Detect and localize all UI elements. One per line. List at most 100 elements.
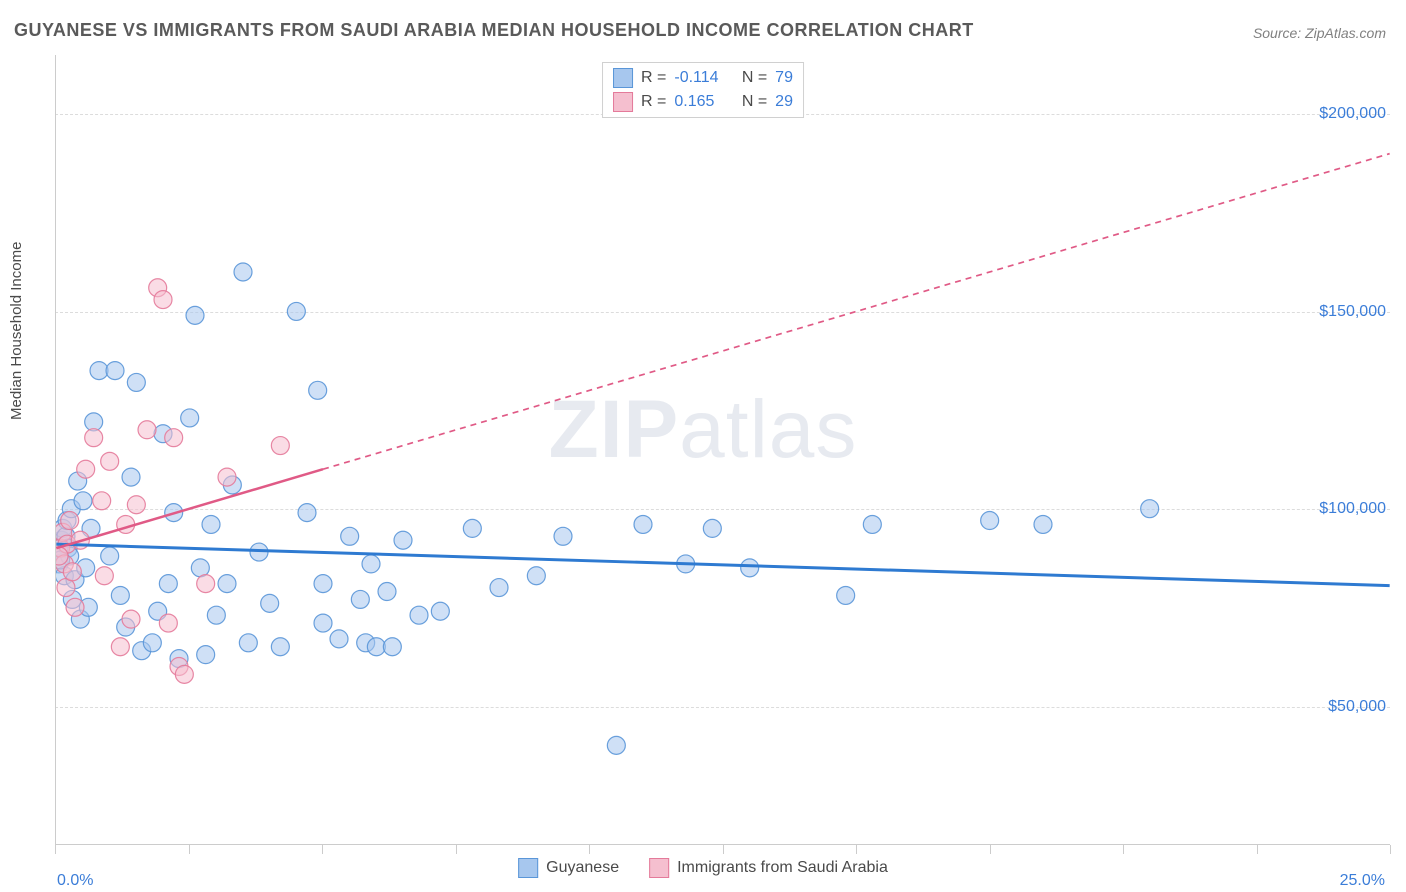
data-point [90,362,108,380]
data-point [111,638,129,656]
data-point [554,527,572,545]
data-point [122,468,140,486]
data-point [154,291,172,309]
y-tick-label: $150,000 [1319,303,1386,321]
data-point [703,519,721,537]
x-tick [322,845,323,854]
data-point [981,512,999,530]
legend-n-label: N = [737,66,767,90]
data-point [383,638,401,656]
data-point [207,606,225,624]
data-point [61,512,79,530]
legend-swatch [613,68,633,88]
data-point [202,515,220,533]
data-point [271,638,289,656]
chart-title: GUYANESE VS IMMIGRANTS FROM SAUDI ARABIA… [14,20,974,41]
x-tick [456,845,457,854]
data-point [122,610,140,628]
data-point [218,575,236,593]
legend-swatch [649,858,669,878]
data-point [85,429,103,447]
data-point [197,646,215,664]
legend-label: Guyanese [546,859,619,877]
trend-line-dashed [323,154,1390,470]
legend-label: Immigrants from Saudi Arabia [677,859,888,877]
data-point [66,598,84,616]
data-point [138,421,156,439]
data-point [74,492,92,510]
y-tick-label: $50,000 [1328,698,1386,716]
data-point [314,575,332,593]
legend-n-value: 29 [775,90,793,114]
x-tick [1390,845,1391,854]
legend-swatch [518,858,538,878]
data-point [101,452,119,470]
data-point [410,606,428,624]
legend-row: R =0.165 N =29 [613,90,793,114]
legend-row: R =-0.114 N =79 [613,66,793,90]
x-tick [589,845,590,854]
x-tick [1123,845,1124,854]
y-axis-label: Median Household Income [8,242,25,420]
data-point [95,567,113,585]
data-point [741,559,759,577]
data-point [837,586,855,604]
legend-item: Immigrants from Saudi Arabia [649,858,888,878]
data-point [378,583,396,601]
series-legend: Guyanese Immigrants from Saudi Arabia [518,858,888,878]
data-point [431,602,449,620]
data-point [607,736,625,754]
data-point [463,519,481,537]
data-point [218,468,236,486]
x-tick [723,845,724,854]
correlation-legend: R = -0.114 N = 79R =0.165 N =29 [602,62,804,118]
data-point [197,575,215,593]
data-point [93,492,111,510]
data-point [127,496,145,514]
data-point [362,555,380,573]
x-tick [856,845,857,854]
legend-swatch [613,92,633,112]
x-tick-label: 25.0% [1340,872,1385,890]
x-tick [55,845,56,854]
data-point [287,302,305,320]
data-point [234,263,252,281]
legend-item: Guyanese [518,858,619,878]
data-point [165,429,183,447]
data-point [367,638,385,656]
data-point [159,614,177,632]
data-point [63,563,81,581]
x-tick [1257,845,1258,854]
source-label: Source: ZipAtlas.com [1253,25,1386,41]
data-point [106,362,124,380]
y-tick-label: $100,000 [1319,500,1386,518]
data-point [181,409,199,427]
data-point [239,634,257,652]
legend-r-value: -0.114 [674,66,729,90]
data-point [101,547,119,565]
data-point [77,460,95,478]
data-point [1141,500,1159,518]
x-tick-label: 0.0% [57,872,93,890]
data-point [394,531,412,549]
x-tick [990,845,991,854]
data-point [351,590,369,608]
data-point [261,594,279,612]
data-point [298,504,316,522]
legend-r-label: R = [641,90,666,114]
data-point [1034,515,1052,533]
trend-line [56,544,1389,585]
scatter-plot [56,55,1390,844]
data-point [127,373,145,391]
data-point [490,579,508,597]
data-point [186,306,204,324]
data-point [175,665,193,683]
data-point [271,437,289,455]
x-tick [189,845,190,854]
legend-n-value: 79 [775,66,793,90]
data-point [143,634,161,652]
y-tick-label: $200,000 [1319,105,1386,123]
data-point [634,515,652,533]
data-point [159,575,177,593]
data-point [56,547,68,565]
